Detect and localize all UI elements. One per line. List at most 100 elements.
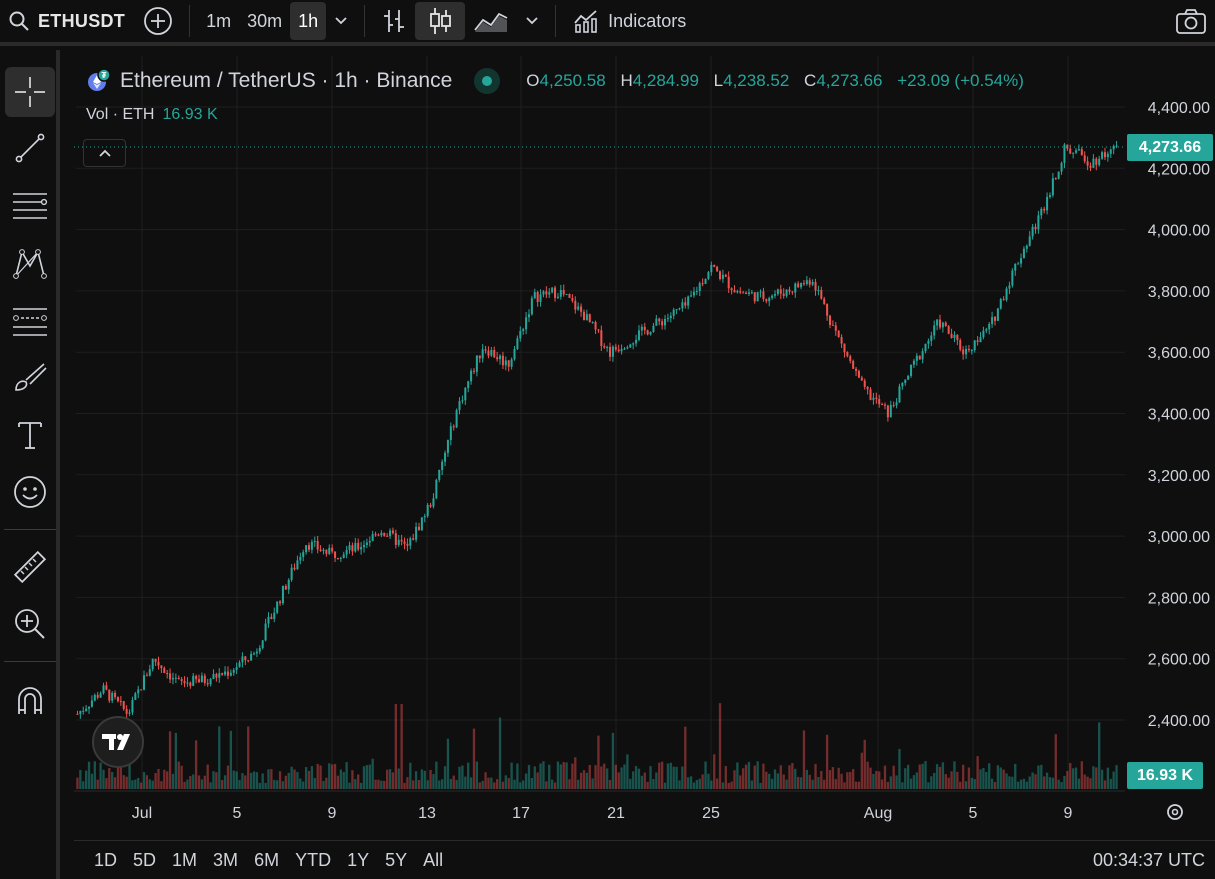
volume-bar: [718, 703, 722, 789]
candle-body: [953, 334, 956, 338]
volume-bar: [930, 776, 933, 789]
trend-line-tool[interactable]: [5, 123, 55, 173]
chart-type-dropdown[interactable]: [517, 2, 547, 40]
volume-bar: [423, 770, 426, 789]
candle-body: [837, 330, 840, 338]
volume-bar: [820, 770, 823, 789]
interval-dropdown[interactable]: [326, 2, 356, 40]
prediction-tool[interactable]: [5, 296, 55, 346]
volume-bar: [1034, 774, 1037, 789]
candle-body: [626, 347, 629, 349]
volume-bar: [472, 728, 476, 789]
range-1d-button[interactable]: 1D: [94, 849, 118, 870]
range-6m-button[interactable]: 6M: [254, 849, 280, 870]
volume-bar: [105, 778, 108, 789]
measure-tool[interactable]: [5, 542, 55, 592]
brush-icon: [15, 363, 47, 391]
range-3m-button[interactable]: 3M: [213, 849, 239, 870]
chart-legend: ₮ Ethereum / TetherUS · 1h · Binance O4,…: [86, 66, 1034, 96]
candle-body: [420, 517, 423, 530]
utc-clock[interactable]: 00:34:37 UTC: [1092, 849, 1205, 870]
candle-body: [446, 440, 449, 453]
candle-body: [753, 292, 756, 302]
volume-value: 16.93 K: [162, 106, 218, 123]
interval-1h-button[interactable]: 1h: [290, 2, 327, 40]
volume-bar: [435, 761, 438, 789]
text-tool[interactable]: [5, 410, 55, 460]
candle-body: [336, 557, 339, 559]
volume-bar: [1025, 781, 1028, 789]
candle-body: [499, 355, 502, 360]
candle-body: [901, 382, 904, 387]
emoji-tool[interactable]: [5, 467, 55, 517]
candle-body: [1077, 149, 1080, 151]
candle-body: [195, 675, 198, 680]
candle-body: [724, 274, 727, 277]
tradingview-logo[interactable]: [92, 716, 144, 768]
candle-body: [1008, 285, 1011, 289]
volume-bar: [501, 781, 505, 789]
volume-bar: [261, 773, 264, 789]
candle-body: [588, 314, 591, 323]
volume-bar: [79, 770, 82, 789]
collapse-legend-button[interactable]: [83, 139, 126, 167]
candle-body: [140, 689, 143, 691]
range-5y-button[interactable]: 5Y: [385, 849, 408, 870]
indicators-button[interactable]: Indicators: [564, 2, 694, 40]
volume-bar: [362, 766, 366, 789]
candle-body: [114, 692, 117, 698]
candles-chart-type-button[interactable]: [415, 2, 466, 40]
symbol-search[interactable]: ETHUSDT: [0, 0, 135, 42]
candle-body: [362, 544, 366, 548]
range-ytd-button[interactable]: YTD: [295, 849, 332, 870]
volume-bar: [458, 766, 461, 789]
range-5d-button[interactable]: 5D: [133, 849, 157, 870]
candle-body: [585, 314, 588, 321]
candle-body: [794, 283, 797, 293]
snapshot-button[interactable]: [1175, 6, 1207, 41]
price-chart[interactable]: 4,400.00 4,200.00 4,000.00 3,800.00 3,600.00…: [74, 52, 1215, 832]
pattern-tool[interactable]: [5, 238, 55, 288]
range-all-button[interactable]: All: [423, 849, 444, 870]
range-1y-button[interactable]: 1Y: [347, 849, 370, 870]
candle-body: [1002, 299, 1005, 301]
volume-bar: [281, 781, 285, 789]
volume-bar: [513, 779, 516, 789]
zoom-in-tool[interactable]: [5, 599, 55, 649]
candle-body: [967, 348, 970, 351]
market-status-icon: [474, 68, 501, 94]
magnet-mode-tool[interactable]: [5, 676, 55, 726]
interval-30m-button[interactable]: 30m: [247, 10, 283, 31]
volume-bar: [530, 778, 534, 789]
candle-body: [224, 671, 227, 675]
volume-bar: [426, 780, 429, 789]
candle-body: [580, 306, 583, 312]
volume-bar: [591, 778, 594, 789]
candle-body: [1054, 178, 1057, 180]
bar-chart-type-button[interactable]: [373, 2, 415, 40]
volume-bar: [875, 770, 878, 789]
candle-body: [1051, 178, 1054, 196]
volume-bar: [828, 770, 832, 789]
candle-body: [600, 330, 603, 346]
range-1m-button[interactable]: 1M: [172, 849, 198, 870]
interval-1m-button[interactable]: 1m: [206, 10, 232, 31]
change-value: +23.09 (+0.54%): [897, 71, 1024, 90]
candle-body: [707, 272, 710, 279]
candle-body: [397, 539, 400, 545]
time-axis-settings-button[interactable]: [1167, 804, 1183, 820]
compare-symbol-button[interactable]: [135, 2, 181, 40]
fib-retracement-tool[interactable]: [5, 181, 55, 231]
candle-body: [487, 350, 490, 356]
toolbar-divider: [364, 5, 366, 37]
top-toolbar: ETHUSDT 1m 30m 1h Indicators: [0, 0, 1215, 46]
crosshair-tool[interactable]: [5, 67, 55, 117]
area-chart-type-button[interactable]: [465, 2, 517, 40]
volume-legend: Vol · ETH 16.93 K: [86, 106, 218, 124]
candle-body: [232, 669, 235, 673]
volume-bar: [299, 778, 302, 789]
candle-body: [1028, 236, 1031, 246]
toolbar-divider: [189, 5, 191, 37]
brush-tool[interactable]: [5, 352, 55, 402]
candle-body: [261, 640, 264, 648]
